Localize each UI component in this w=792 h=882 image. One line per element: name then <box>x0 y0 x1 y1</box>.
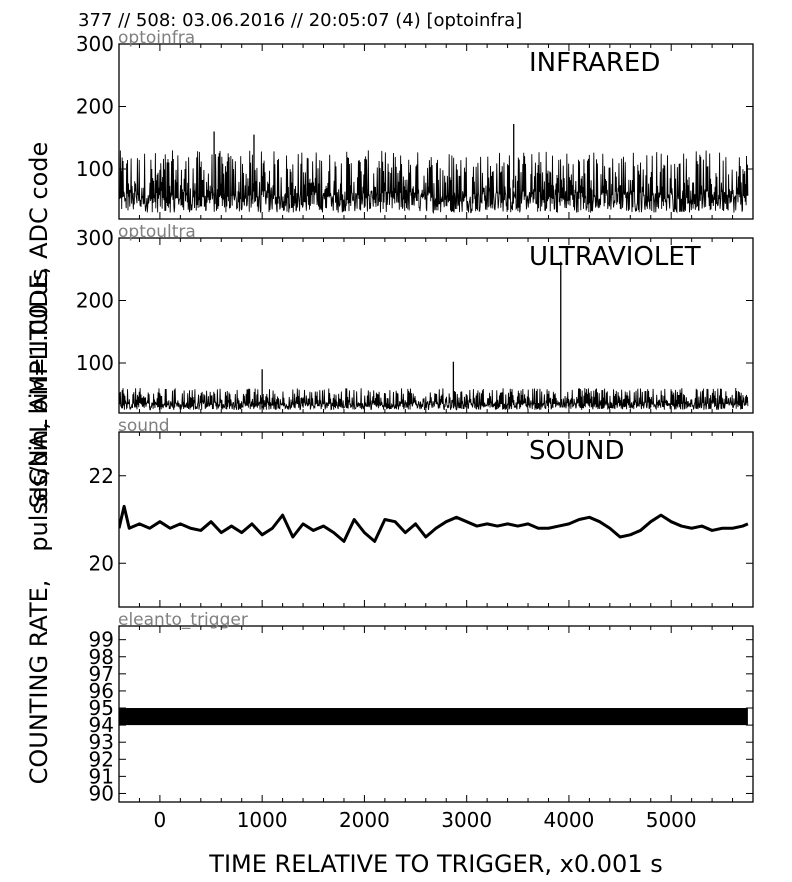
panel-tag-label: optoultra <box>118 222 196 242</box>
figure-title: 377 // 508: 03.06.2016 // 20:05:07 (4) [… <box>78 10 522 31</box>
y-tick-label: 22 <box>89 464 114 488</box>
y-tick-label: 94 <box>89 713 114 737</box>
panel-sound: 20 22 sound SOUND <box>89 416 754 608</box>
panel-tag-label: eleanto_trigger <box>118 610 248 630</box>
x-tick-label: 3000 <box>441 808 492 832</box>
panel-tag-label: sound <box>118 416 170 436</box>
panel-title: INFRARED <box>529 48 660 78</box>
y-tick-label: 100 <box>76 157 114 181</box>
y-axis-label-signal: SIGNAL AMPLITUDE, ADC code <box>25 142 53 509</box>
y-tick-label: 300 <box>76 226 114 250</box>
x-axis-label: TIME RELATIVE TO TRIGGER, x0.001 s <box>208 850 662 878</box>
y-tick-label: 200 <box>76 95 114 119</box>
y-axis-label-pulses: pulses/bin, bin=1.00 us <box>25 268 53 551</box>
sound-trace <box>119 504 749 543</box>
panel-frame <box>118 43 754 220</box>
y-tick-label: 96 <box>89 679 114 703</box>
x-tick-label: 1000 <box>237 808 288 832</box>
y-tick-label: 20 <box>89 551 114 575</box>
panel-title: SOUND <box>529 436 624 466</box>
y-tick-label: 100 <box>76 351 114 375</box>
y-tick-label: 99 <box>89 628 114 652</box>
panel-optoultra: 100 200 300 optoultra ULTRAVIOLET <box>76 222 754 414</box>
y-tick-label: 97 <box>89 662 114 686</box>
trigger-band <box>119 708 748 726</box>
y-tick-label: 92 <box>89 747 114 771</box>
panel-tag-label: optoinfra <box>118 28 195 48</box>
signal-trace <box>119 150 749 215</box>
y-tick-label: 98 <box>89 645 114 669</box>
y-tick-label: 95 <box>89 696 114 720</box>
panel-optoinfra: 100 200 300 optoinfra INFRARED <box>76 28 754 220</box>
y-tick-label: 91 <box>89 764 114 788</box>
y-tick-label: 93 <box>89 730 114 754</box>
y-tick-label: 200 <box>76 289 114 313</box>
panel-frame <box>118 431 754 608</box>
panel-title: ULTRAVIOLET <box>529 242 701 272</box>
signal-trace <box>119 387 749 411</box>
x-tick-label: 2000 <box>339 808 390 832</box>
y-tick-label: 90 <box>89 781 114 805</box>
y-tick-label: 300 <box>76 32 114 56</box>
panel-frame <box>118 237 754 414</box>
x-tick-label: 5000 <box>646 808 697 832</box>
x-tick-label: 0 <box>154 808 167 832</box>
y-axis-label-rate: COUNTING RATE, <box>25 580 53 785</box>
x-tick-label: 4000 <box>543 808 594 832</box>
